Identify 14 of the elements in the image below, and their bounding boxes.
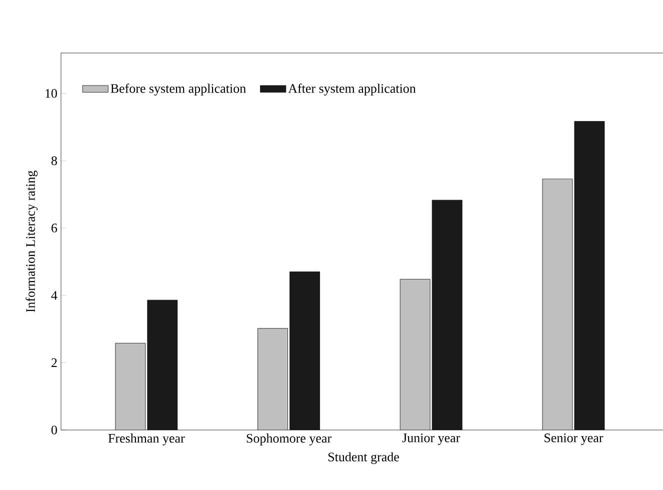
y-tick-label: 2 xyxy=(52,358,57,367)
legend-label: Before system application xyxy=(110,84,246,96)
legend-label: After system application xyxy=(288,84,416,96)
x-tick-label: Freshman year xyxy=(108,434,185,446)
y-tick-label: 6 xyxy=(52,224,58,232)
y-tick-label: 10 xyxy=(46,89,57,98)
x-tick-label: Junior year xyxy=(402,434,460,445)
x-tick-label: Sophomore year xyxy=(246,434,332,446)
y-axis-title: Information Literacy rating xyxy=(26,170,38,312)
y-tick-label: 0 xyxy=(51,426,57,434)
y-tick-label: 4 xyxy=(51,291,58,300)
x-axis-title: Student grade xyxy=(328,452,399,464)
y-tick-label: 8 xyxy=(51,156,57,166)
x-tick-label: Senior year xyxy=(544,434,604,445)
